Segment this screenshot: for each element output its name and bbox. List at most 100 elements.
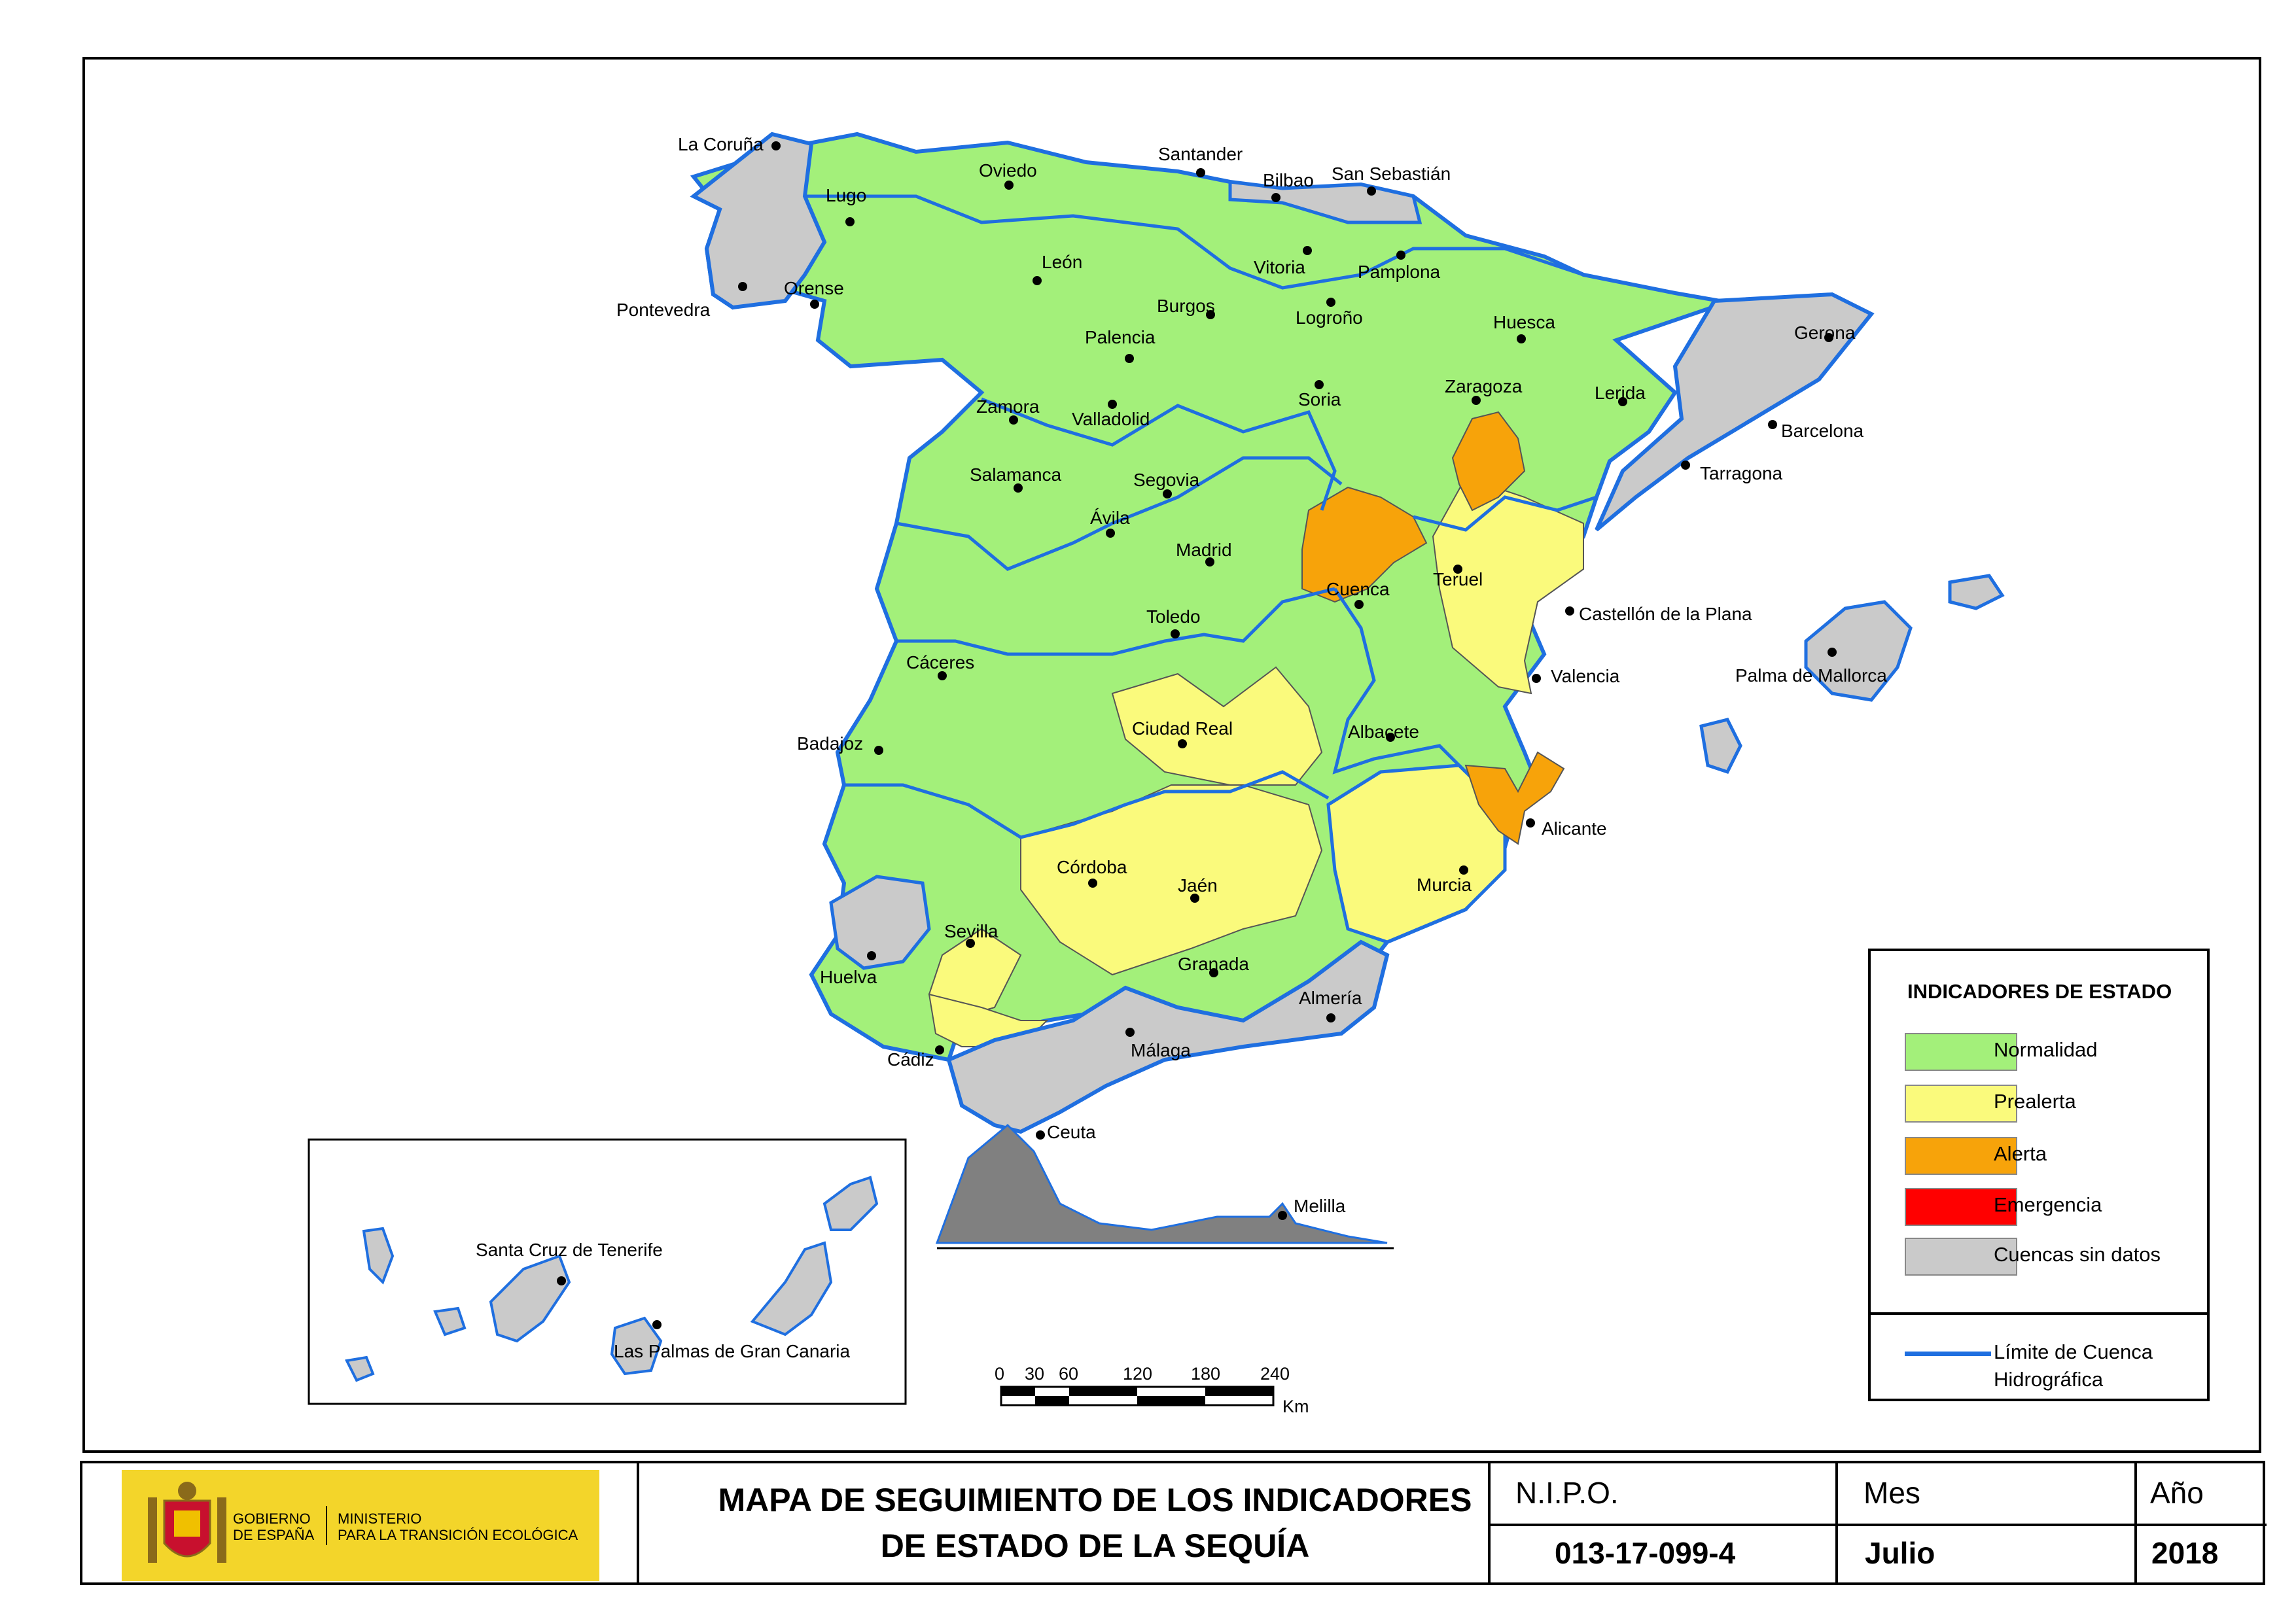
legend-label-prealerta: Prealerta [1994,1090,2076,1113]
scale-unit: Km [1282,1397,1309,1416]
city-lerida: Lerida [1595,383,1646,403]
scale-tick: 60 [1059,1364,1079,1384]
city-toledo: Toledo [1146,606,1201,627]
island [433,1306,467,1336]
scale-tick: 120 [1123,1364,1153,1384]
city-cordoba: Córdoba [1057,857,1127,877]
scale-tick: 240 [1260,1364,1290,1384]
mes-cell [82,1463,2137,1582]
city-jaen: Jaén [1178,875,1218,896]
city-cadiz: Cádiz [887,1049,934,1070]
city-almeria: Almería [1299,988,1362,1008]
government-logo: GOBIERNO DE ESPAÑA MINISTERIO PARA LA TR… [122,1470,599,1581]
basin-boundary [844,770,1330,839]
city-sevilla: Sevilla [944,921,998,941]
north-africa-sin-datos [935,1123,1388,1244]
logo-gobierno-text: GOBIERNO DE ESPAÑA [233,1510,315,1543]
city-palma: Palma de Mallorca [1735,665,1887,686]
mallorca-sin-datos [1804,600,1913,702]
city-cuenca: Cuenca [1326,579,1390,599]
legend-label-emergencia: Emergencia [1994,1193,2102,1216]
city-las-palmas: Las Palmas de Gran Canaria [614,1341,851,1361]
city-malaga: Málaga [1131,1040,1191,1060]
city-gerona: Gerona [1794,323,1856,343]
city-alicante: Alicante [1542,818,1607,839]
city-caceres: Cáceres [906,652,975,672]
city-palencia: Palencia [1085,327,1156,347]
scale-tick: 0 [995,1364,1005,1384]
mes-label: Mes [1863,1476,1920,1510]
lanzarote-sin-datos [822,1176,879,1231]
ibiza-sin-datos [1699,718,1742,775]
legend-swatch-normalidad [1905,1033,2017,1071]
legend-divider [1871,1312,2207,1315]
city-san-sebastian: San Sebastián [1332,164,1451,184]
city-santander: Santander [1158,144,1243,164]
basin-boundary [981,397,1337,511]
island [345,1355,375,1382]
city-santa-cruz: Santa Cruz de Tenerife [476,1240,663,1260]
mes-value: Julio [1865,1536,1935,1570]
city-bilbao: Bilbao [1263,170,1314,190]
logo-ministerio-text: MINISTERIO PARA LA TRANSICIÓN ECOLÓGICA [338,1510,578,1543]
basin-boundary [805,194,1584,290]
map-title-line2: DE ESTADO DE LA SEQUÍA [880,1527,1310,1564]
city-oviedo: Oviedo [979,160,1037,181]
city-burgos: Burgos [1157,296,1215,316]
scale-tick: 180 [1191,1364,1221,1384]
cataluna-sin-datos [1595,292,1875,532]
nipo-value: 013-17-099-4 [1555,1536,1736,1570]
galicia-sin-datos [690,131,827,310]
zaragoza-alerta [1451,411,1526,512]
segura-prealerta [1326,763,1507,944]
legend-boundary-line [1905,1352,1991,1356]
city-soria: Soria [1298,389,1341,410]
legend-label-sin-datos: Cuencas sin datos [1994,1243,2161,1266]
anio-label: Año [2150,1476,2204,1510]
city-tarragona: Tarragona [1700,463,1783,483]
title-block: GOBIERNO DE ESPAÑA MINISTERIO PARA LA TR… [80,1461,2267,1585]
city-ciudad-real: Ciudad Real [1132,718,1233,739]
levante-prealerta [1432,476,1584,695]
island [362,1227,395,1285]
city-orense: Orense [784,278,844,298]
city-leon: León [1042,252,1083,272]
legend-swatch-prealerta [1905,1085,2017,1123]
guadalquivir-prealerta [1020,784,1323,976]
city-teruel: Teruel [1433,569,1483,589]
andalucia-mediterranea-sin-datos [946,939,1390,1134]
city-salamanca: Salamanca [970,464,1062,485]
city-pamplona: Pamplona [1358,262,1441,282]
nipo-label: N.I.P.O. [1515,1476,1619,1510]
city-logrono: Logroño [1296,307,1363,328]
alicante-alerta [1464,751,1565,845]
city-melilla: Melilla [1294,1196,1346,1216]
anio-value: 2018 [2151,1536,2219,1570]
basin-boundary [896,456,1343,571]
guadiana-prealerta [1111,666,1323,786]
city-huelva: Huelva [820,967,877,987]
city-murcia: Murcia [1417,875,1472,895]
legend-label-alerta: Alerta [1994,1142,2047,1165]
header-divider [1488,1524,2267,1526]
fuerteventura-sin-datos [750,1241,833,1336]
legend-swatch-sin-datos [1905,1238,2017,1276]
city-huesca: Huesca [1493,312,1555,332]
map-title-line1: MAPA DE SEGUIMIENTO DE LOS INDICADORES [718,1482,1472,1518]
legend-title: INDICADORES DE ESTADO [1907,980,2172,1003]
city-zaragoza: Zaragoza [1445,376,1523,396]
coat-of-arms-icon [148,1482,226,1563]
basin-boundary [896,587,1335,656]
map-title: MAPA DE SEGUIMIENTO DE LOS INDICADORES D… [639,1463,1551,1582]
tenerife-sin-datos [489,1254,571,1343]
legend-swatch-alerta [1905,1137,2017,1175]
legend-swatch-emergencia [1905,1188,2017,1226]
basin-boundary [1332,587,1467,775]
logo-divider [326,1506,327,1545]
menorca-sin-datos [1948,574,2005,610]
basin-boundary [1413,495,1597,532]
city-zamora: Zamora [976,396,1040,417]
city-albacete: Albacete [1348,722,1419,742]
scale-tick: 30 [1025,1364,1045,1384]
city-vitoria: Vitoria [1254,257,1305,277]
